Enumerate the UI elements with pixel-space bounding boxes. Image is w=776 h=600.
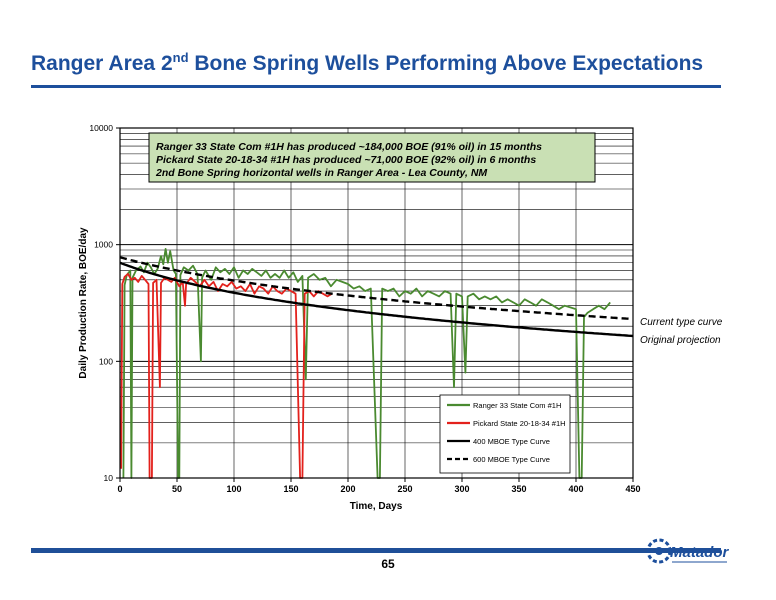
series-line-2 <box>119 261 634 338</box>
annotation-line: Pickard State 20-18-34 #1H has produced … <box>156 154 536 166</box>
side-label: Current type curve <box>640 317 723 328</box>
title-underline <box>31 85 721 88</box>
annotation-line: Ranger 33 State Com #1H has produced ~18… <box>156 141 542 153</box>
logo-text: Matador <box>670 544 730 561</box>
x-tick-label: 400 <box>568 484 583 494</box>
production-chart: 0 50 100 150 200 250 300 350 400 450 10000 1000 100 1… <box>78 123 723 512</box>
annotation-background <box>148 132 596 183</box>
title-superscript: nd <box>172 50 189 65</box>
x-tick-label: 450 <box>625 484 640 494</box>
y-axis-label: Daily Production Rate, BOE/day <box>78 227 89 379</box>
x-tick-label: 50 <box>172 484 182 494</box>
x-tick-label: 150 <box>283 484 298 494</box>
y-tick-label: 10000 <box>89 123 113 133</box>
x-tick-label: 300 <box>454 484 469 494</box>
tick-labels: 0 50 100 150 200 250 300 350 400 450 10000 1000 100 1… <box>89 123 640 494</box>
legend-box <box>439 394 571 474</box>
annotation-line: 2nd Bone Spring horizontal wells in Rang… <box>155 167 487 179</box>
title-main: Ranger Area 2 <box>31 52 173 75</box>
legend-label: 600 MBOE Type Curve <box>473 455 550 464</box>
x-tick-label: 0 <box>117 484 122 494</box>
footer-rule <box>31 548 721 553</box>
annotation-box: Ranger 33 State Com #1H has produced ~18… <box>148 132 596 183</box>
series-line-3 <box>119 256 634 321</box>
legend-label: Pickard State 20-18-34 #1H <box>473 419 566 428</box>
legend-label: 400 MBOE Type Curve <box>473 437 550 446</box>
title-rest: Bone Spring Wells Performing Above Expec… <box>188 52 704 75</box>
x-tick-label: 350 <box>511 484 526 494</box>
y-tick-label: 10 <box>104 473 114 483</box>
series-line-1 <box>120 273 333 479</box>
x-axis-label: Time, Days <box>350 501 403 512</box>
legend-label: Ranger 33 State Com #1H <box>473 401 561 410</box>
page-number: 65 <box>381 557 395 571</box>
chart-axes <box>119 127 634 479</box>
x-tick-label: 250 <box>397 484 412 494</box>
x-tick-label: 100 <box>226 484 241 494</box>
matador-logo: Matador <box>646 538 730 564</box>
series-line-0 <box>122 247 611 479</box>
y-tick-label: 100 <box>99 356 113 366</box>
y-tick-label: 1000 <box>94 240 113 250</box>
plot-frame <box>119 127 634 479</box>
side-label: Original projection <box>640 335 721 346</box>
slide-title: Ranger Area 2nd Bone Spring Wells Perfor… <box>31 50 703 76</box>
x-tick-label: 200 <box>340 484 355 494</box>
side-labels: Current type curve Original projection <box>640 317 723 346</box>
chart-legend: Ranger 33 State Com #1H Pickard State 20-… <box>439 394 571 474</box>
series-layer <box>119 247 634 479</box>
